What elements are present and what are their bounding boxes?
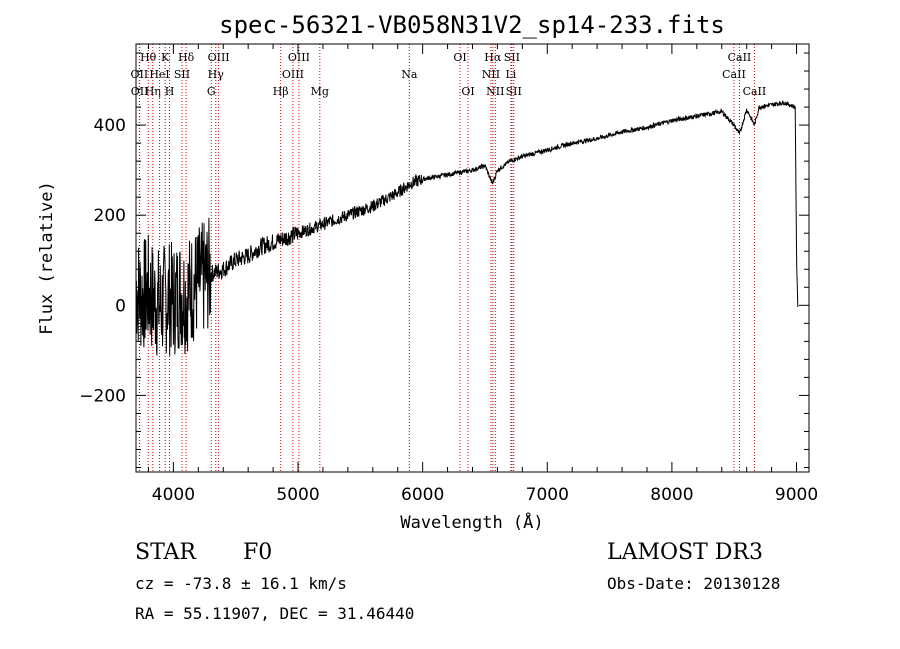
chart-title: spec-56321-VB058N31V2_sp14-233.fits — [219, 11, 725, 39]
line-label: OIII — [208, 51, 230, 64]
object-subclass: F0 — [243, 540, 273, 565]
line-label: Hβ — [273, 85, 289, 98]
line-label: Hθ — [140, 51, 157, 64]
line-label: Hγ — [208, 68, 225, 81]
line-label: OI — [453, 51, 466, 64]
y-axis-label: Flux (relative) — [37, 181, 57, 335]
x-tick-label: 9000 — [775, 485, 818, 505]
spectrum-line — [135, 100, 799, 356]
line-label: CaII — [728, 51, 752, 64]
line-label: Hη — [145, 85, 161, 98]
line-label: Hα — [484, 51, 502, 64]
line-label: SII — [506, 85, 522, 98]
line-label: CaII — [743, 85, 767, 98]
line-label: OII — [131, 85, 149, 98]
x-axis: 4000 5000 6000 7000 8000 9000 — [147, 44, 818, 505]
line-label: OIII — [282, 68, 304, 81]
redshift-velocity: cz = -73.8 ± 16.1 km/s — [135, 574, 347, 593]
survey-name: LAMOST DR3 — [607, 540, 763, 565]
line-label: OI — [461, 85, 474, 98]
line-label: Hδ — [178, 51, 195, 64]
line-label: H — [165, 85, 175, 98]
y-tick-label: 0 — [115, 296, 126, 316]
line-label: Li — [505, 68, 516, 81]
line-label: G — [207, 85, 216, 98]
x-axis-label: Wavelength (Å) — [400, 511, 543, 533]
y-tick-label: 400 — [94, 116, 126, 136]
x-tick-label: 7000 — [526, 485, 569, 505]
x-tick-label: 5000 — [276, 485, 319, 505]
line-label: NII — [486, 85, 504, 98]
x-tick-label: 8000 — [650, 485, 693, 505]
observation-date: Obs-Date: 20130128 — [607, 574, 781, 593]
y-axis: −200 0 200 400 — [79, 52, 809, 468]
y-tick-label: 200 — [94, 206, 126, 226]
y-tick-label: −200 — [79, 386, 126, 406]
x-tick-label: 6000 — [401, 485, 444, 505]
line-label: Na — [401, 68, 418, 81]
line-label: Mg — [311, 85, 329, 98]
line-label: HeI — [149, 68, 169, 81]
line-label: SII — [174, 68, 190, 81]
line-label: K — [161, 51, 170, 64]
line-label: OIII — [288, 51, 310, 64]
x-tick-label: 4000 — [152, 485, 195, 505]
coordinates: RA = 55.11907, DEC = 31.46440 — [135, 604, 415, 623]
line-label: SII — [504, 51, 520, 64]
line-label: NII — [482, 68, 500, 81]
object-class: STAR — [135, 540, 196, 565]
line-label: CaII — [722, 68, 746, 81]
